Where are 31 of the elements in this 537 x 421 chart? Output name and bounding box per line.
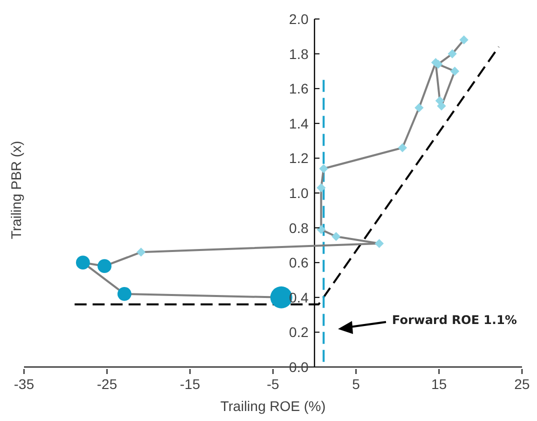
y-axis-title: Trailing PBR (x) (8, 140, 24, 240)
y-tick-label: 0.8 (289, 220, 309, 236)
point (319, 164, 328, 174)
point (436, 101, 446, 111)
x-tick-label: 5 (352, 376, 360, 392)
point (316, 225, 326, 234)
point (459, 35, 468, 44)
y-tick-label: 1.2 (289, 150, 309, 166)
point (450, 66, 460, 76)
point (332, 232, 341, 242)
point (448, 49, 457, 58)
y-tick-label: 0.6 (289, 254, 309, 271)
y-tick-label: 1.4 (289, 115, 309, 132)
x-tick-label: -35 (14, 376, 34, 392)
point (374, 238, 384, 248)
y-tick-label: 1.8 (289, 46, 309, 62)
x-tick-label: 25 (514, 376, 530, 392)
y-tick-label: 1.0 (289, 185, 309, 201)
x-tick-label: 15 (431, 376, 447, 392)
annotation: Forward ROE 1.1% (392, 313, 517, 327)
x-axis-title: Trailing ROE (%) (220, 398, 326, 414)
y-tick-label: 1.6 (289, 80, 309, 97)
x-tick-label: -5 (266, 376, 280, 392)
point (414, 103, 424, 112)
point (136, 248, 146, 257)
point (398, 143, 407, 152)
point (316, 183, 326, 192)
y-tick-label: 0.2 (289, 324, 309, 340)
x-tick-label: -25 (96, 376, 118, 392)
x-tick-label: -15 (180, 376, 200, 392)
y-tick-label: 2.0 (289, 11, 309, 27)
